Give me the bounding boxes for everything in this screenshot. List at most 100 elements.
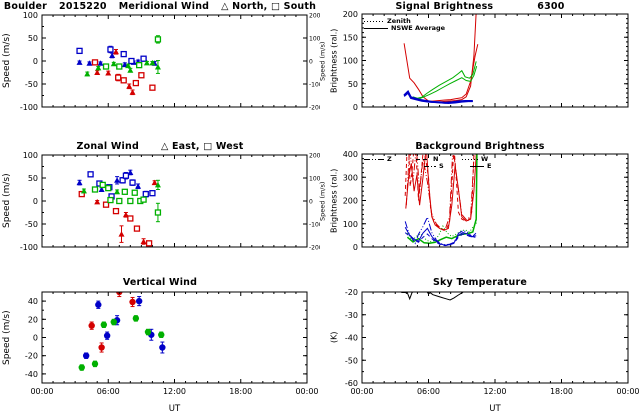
background_brightness-plot-area (404, 154, 478, 247)
svg-text:50: 50 (28, 174, 38, 183)
svg-text:40: 40 (28, 297, 38, 306)
sky_temperature-plot-area (401, 292, 465, 301)
signal-title-row: Signal Brightness 6300 (320, 1, 640, 12)
svg-text:300: 300 (343, 173, 358, 182)
wavelength-label: 6300 (537, 1, 565, 12)
svg-text:12:00: 12:00 (163, 387, 186, 396)
svg-text:100: 100 (343, 220, 358, 229)
background_brightness-series-green-e (406, 154, 478, 245)
legend-label: N (433, 155, 439, 163)
background_brightness-series-red-z (405, 154, 475, 231)
svg-text:12:00: 12:00 (483, 387, 506, 396)
svg-text:0: 0 (353, 103, 358, 112)
zonal-ylabel: Speed (m/s) (2, 173, 12, 229)
svg-text:100: 100 (23, 11, 38, 20)
sky-title-row: Sky Temperature (320, 277, 640, 288)
svg-text:-40: -40 (25, 370, 38, 379)
signal-legend-zenith: Zenith (364, 17, 411, 25)
background-legend-z: Z (364, 155, 392, 163)
background-legend-s: S (424, 162, 444, 170)
meridional-marker-legend: △ North, □ South (221, 1, 317, 12)
sky-ylabel: (K) (329, 331, 339, 344)
vertical_wind-series-blue (82, 296, 166, 359)
vertical-wind-chart: 00:00 06:00 12:00 18:00 00:00 -40 -20 0 20 40 (25, 291, 319, 396)
svg-text:-50: -50 (345, 356, 358, 365)
sky_temperature-series-sky-temp (401, 292, 465, 301)
signal_brightness-series-blue-b (403, 91, 473, 105)
zonal_wind-series-west-blue (87, 171, 156, 200)
legend-label: W (481, 155, 489, 163)
vertical-xlabel: UT (168, 404, 181, 414)
dashdot-line-sample (424, 165, 436, 167)
svg-text:100: 100 (343, 57, 358, 66)
zonal-wind-chart: -100 -50 0 50 100 -200 -100 0 100 200 (20, 151, 320, 252)
background-legend-e: E (470, 162, 491, 170)
svg-text:00:00: 00:00 (616, 387, 639, 396)
site-label: Boulder (3, 1, 48, 12)
svg-text:-50: -50 (25, 80, 38, 89)
svg-text:18:00: 18:00 (229, 387, 252, 396)
background-title: Background Brightness (415, 141, 545, 152)
svg-text:06:00: 06:00 (97, 387, 120, 396)
meridional-title: Meridional Wind (118, 1, 210, 12)
background-legend-w: W (462, 155, 488, 163)
zonal-marker-legend: △ East, □ West (160, 141, 244, 152)
background_brightness-series-blue-z (404, 215, 477, 246)
solid-line-sample (364, 27, 388, 29)
svg-text:0: 0 (309, 199, 313, 206)
meridional-title-row: Boulder 2015220 Meridional Wind △ North,… (0, 1, 320, 12)
svg-text:-20: -20 (345, 288, 358, 297)
meridional-right-ylabel: Speed (m/s) (318, 41, 327, 81)
svg-text:100: 100 (309, 176, 320, 183)
svg-text:100: 100 (309, 36, 320, 43)
sky-title: Sky Temperature (433, 277, 527, 288)
signal_brightness-series-green-b (412, 65, 478, 100)
svg-text:18:00: 18:00 (550, 387, 573, 396)
legend-label: NSWE Average (391, 24, 446, 32)
zonal_wind-series-east-green (80, 179, 161, 195)
meridional_wind-plot-area (76, 35, 162, 96)
background-brightness-chart: 0 100 200 300 400 (343, 150, 629, 252)
zonal-title: Zonal Wind (76, 141, 139, 152)
svg-text:0: 0 (33, 197, 38, 206)
date-label: 2015220 (59, 1, 107, 12)
svg-text:0: 0 (33, 334, 38, 343)
vertical_wind-plot-area (78, 292, 166, 371)
legend-label: E (487, 162, 492, 170)
svg-text:100: 100 (23, 151, 38, 160)
solid-line-sample (470, 165, 484, 167)
vertical_wind-series-red (88, 292, 136, 353)
background_brightness-series-red-s (405, 154, 477, 231)
vertical-title: Vertical Wind (122, 277, 198, 288)
svg-text:200: 200 (343, 197, 358, 206)
zonal-right-ylabel: Speed (m/s) (318, 181, 327, 221)
svg-text:-100: -100 (309, 222, 320, 229)
dotted-line-sample (462, 158, 478, 160)
signal-ylabel: Brightness (ral.) (329, 28, 339, 93)
dashed-line-sample (416, 158, 430, 160)
svg-text:00:00: 00:00 (30, 387, 53, 396)
svg-text:-200: -200 (309, 105, 320, 112)
svg-text:0: 0 (353, 243, 358, 252)
meridional_wind-series-south-red (91, 59, 156, 91)
vertical_wind-series-green (78, 315, 165, 371)
legend-label: S (439, 162, 444, 170)
svg-text:06:00: 06:00 (417, 387, 440, 396)
meridional-wind-chart: -100 -50 0 50 100 -200 -100 0 100 200 (20, 11, 320, 112)
legend-label: Zenith (387, 17, 411, 25)
svg-text:200: 200 (309, 13, 320, 20)
svg-text:-20: -20 (25, 352, 38, 361)
zonal_wind-series-west-red (78, 190, 153, 247)
signal_brightness-series-green-a (412, 61, 477, 99)
background-ylabel: Brightness (ral.) (329, 168, 339, 233)
svg-text:200: 200 (343, 10, 358, 19)
background_brightness-series-blue-n (404, 232, 477, 247)
svg-text:400: 400 (343, 150, 358, 159)
svg-text:50: 50 (28, 34, 38, 43)
svg-text:-50: -50 (25, 220, 38, 229)
svg-text:0: 0 (309, 59, 313, 66)
background-legend-n: N (416, 155, 438, 163)
svg-text:20: 20 (28, 315, 38, 324)
background-title-row: Background Brightness (320, 141, 640, 152)
